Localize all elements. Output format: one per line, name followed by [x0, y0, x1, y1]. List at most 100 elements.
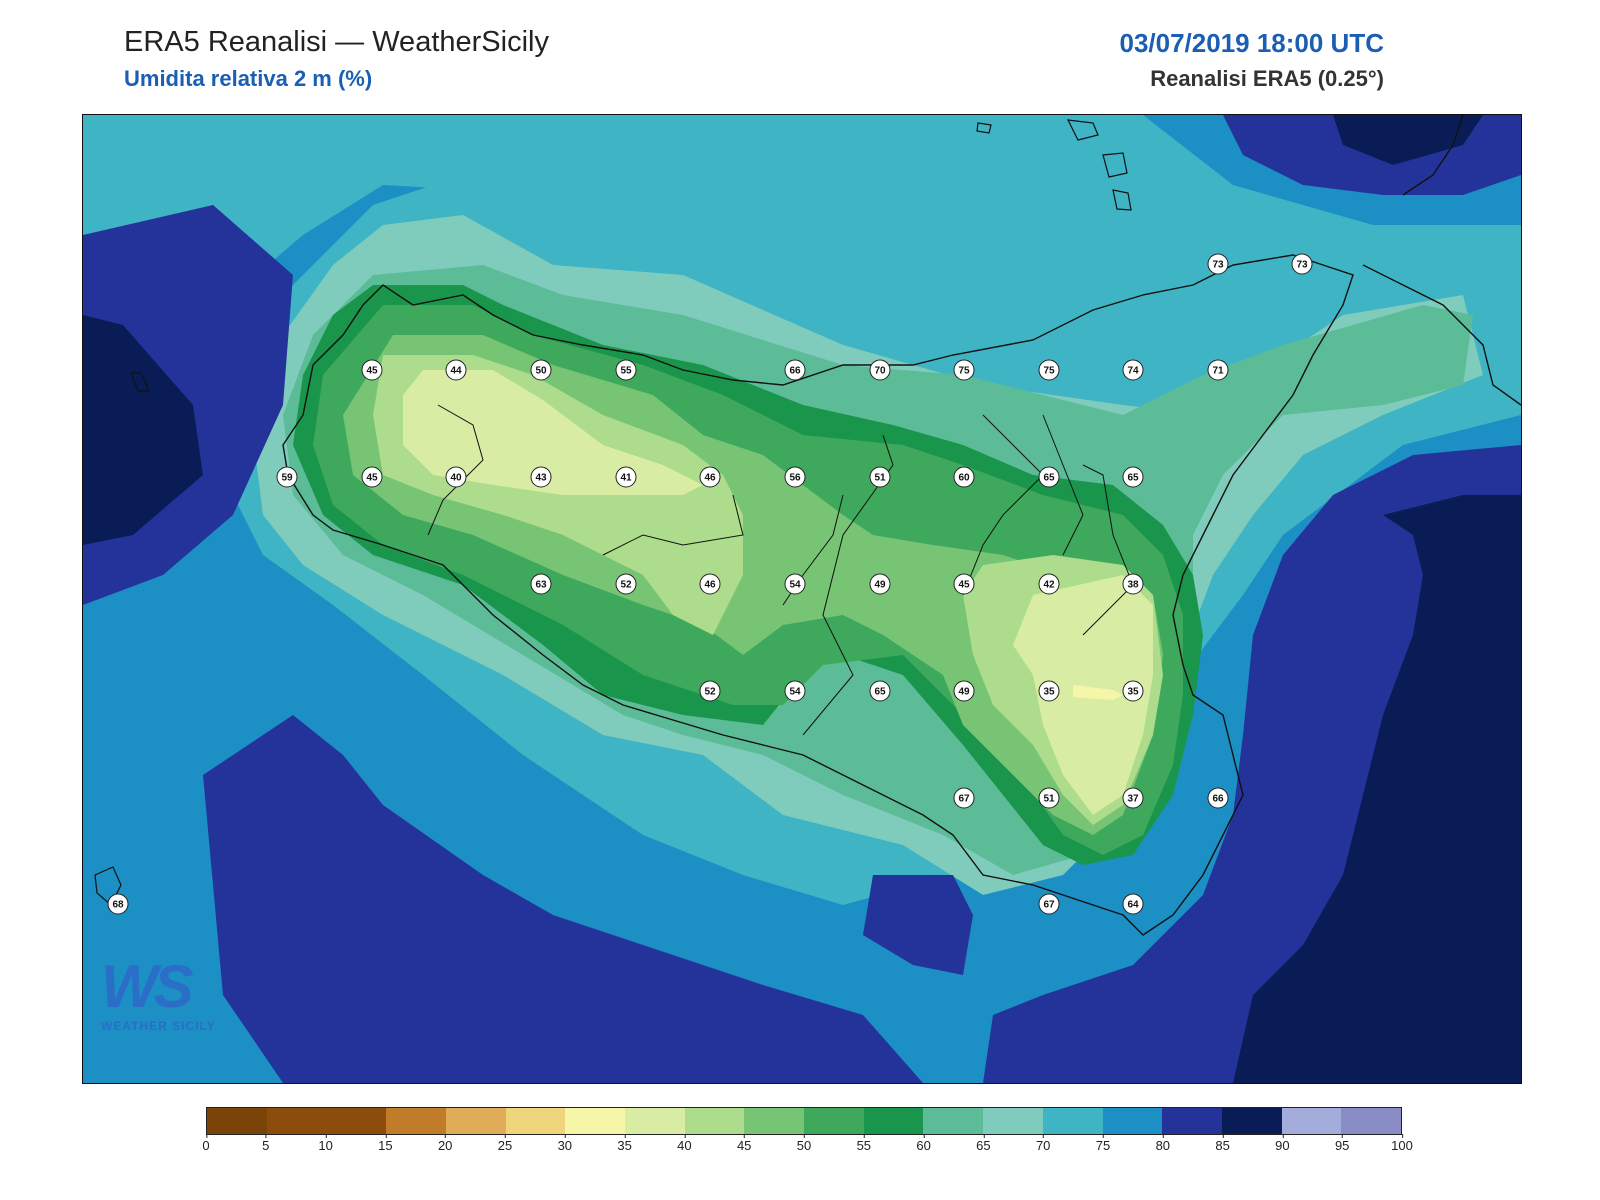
colorbar-tick-label: 40	[677, 1134, 692, 1153]
station-marker[interactable]: 60	[953, 466, 975, 488]
station-circle	[530, 359, 552, 381]
station-marker[interactable]: 37	[1122, 787, 1144, 809]
station-marker[interactable]: 38	[1122, 573, 1144, 595]
station-marker[interactable]: 64	[1122, 893, 1144, 915]
station-marker[interactable]: 45	[953, 573, 975, 595]
station-marker[interactable]: 73	[1291, 253, 1313, 275]
station-marker[interactable]: 55	[615, 359, 637, 381]
station-marker[interactable]: 67	[1038, 893, 1060, 915]
station-value-label: 59	[281, 473, 293, 484]
station-value-label: 65	[874, 687, 886, 698]
station-marker[interactable]: 44	[445, 359, 467, 381]
station-marker[interactable]: 49	[953, 680, 975, 702]
station-value-label: 70	[874, 366, 886, 377]
band-80-85-south-patch	[863, 875, 973, 975]
station-value-label: 45	[958, 580, 970, 591]
station-value-label: 54	[789, 687, 801, 698]
station-circle	[1207, 359, 1229, 381]
colorbar-segment	[624, 1108, 685, 1134]
colorbar-tick-label: 45	[736, 1134, 752, 1153]
station-value-label: 45	[366, 366, 378, 377]
station-marker[interactable]: 75	[1038, 359, 1060, 381]
station-circle	[615, 573, 637, 595]
colorbar-segment	[1102, 1108, 1163, 1134]
humidity-map[interactable]: 45 44 50 55 66 70 75 75 74 71 59 45 40 43 41 46 56 51 60 65…	[82, 114, 1522, 1084]
station-value-label: 66	[1212, 794, 1224, 805]
station-value-label: 37	[1127, 794, 1139, 805]
station-marker[interactable]: 41	[615, 466, 637, 488]
station-marker[interactable]: 73	[1207, 253, 1229, 275]
station-marker[interactable]: 45	[361, 466, 383, 488]
station-marker[interactable]: 56	[784, 466, 806, 488]
colorbar-tick-label: 35	[617, 1134, 632, 1153]
station-marker[interactable]: 54	[784, 573, 806, 595]
colorbar-tick-label: 95	[1334, 1134, 1350, 1153]
colorbar	[206, 1107, 1402, 1135]
station-marker[interactable]: 67	[953, 787, 975, 809]
station-marker[interactable]: 50	[530, 359, 552, 381]
station-marker[interactable]: 35	[1122, 680, 1144, 702]
station-marker[interactable]: 59	[276, 466, 298, 488]
station-value-label: 38	[1127, 580, 1139, 591]
station-marker[interactable]: 71	[1207, 359, 1229, 381]
station-marker[interactable]: 42	[1038, 573, 1060, 595]
weathersicily-logo: WS WEATHER SICILY	[101, 955, 251, 1051]
station-value-label: 42	[1043, 580, 1055, 591]
station-marker[interactable]: 52	[699, 680, 721, 702]
station-marker[interactable]: 45	[361, 359, 383, 381]
band-85-90-north	[1333, 115, 1483, 165]
station-circle	[361, 359, 383, 381]
colorbar-tick-label: 5	[262, 1134, 270, 1153]
station-marker[interactable]: 40	[445, 466, 467, 488]
station-marker[interactable]: 66	[784, 359, 806, 381]
station-marker[interactable]: 54	[784, 680, 806, 702]
station-value-label: 52	[620, 580, 632, 591]
station-circle	[784, 359, 806, 381]
colorbar-segment	[445, 1108, 506, 1134]
station-value-label: 60	[958, 473, 970, 484]
band-70-75-west	[83, 115, 563, 445]
station-circle	[1122, 680, 1144, 702]
station-value-label: 65	[1127, 473, 1139, 484]
colorbar-segment	[1042, 1108, 1103, 1134]
station-marker[interactable]: 65	[1038, 466, 1060, 488]
colorbar-tick-label: 100	[1391, 1134, 1413, 1153]
station-circle	[953, 680, 975, 702]
map-datetime: 03/07/2019 18:00 UTC	[1119, 28, 1384, 58]
station-circle	[361, 466, 383, 488]
colorbar-tick-label: 15	[378, 1134, 393, 1153]
colorbar-tick-label: 75	[1095, 1134, 1111, 1153]
station-circle	[699, 466, 721, 488]
station-marker[interactable]: 70	[869, 359, 891, 381]
station-marker[interactable]: 46	[699, 466, 721, 488]
station-marker[interactable]: 75	[953, 359, 975, 381]
coastline	[282, 115, 1521, 936]
station-value-label: 73	[1212, 260, 1224, 271]
colorbar-segment	[386, 1108, 446, 1134]
station-marker[interactable]: 66	[1207, 787, 1229, 809]
station-marker[interactable]: 63	[530, 573, 552, 595]
colorbar-tick-label: 65	[976, 1134, 991, 1153]
colorbar-tick-label: 30	[557, 1134, 573, 1153]
station-marker[interactable]: 65	[869, 680, 891, 702]
station-marker[interactable]: 65	[1122, 466, 1144, 488]
map-subtitle: Umidita relativa 2 m (%)	[124, 66, 373, 91]
station-marker[interactable]: 68	[107, 893, 129, 915]
station-value-label: 67	[958, 794, 970, 805]
station-circle	[1122, 893, 1144, 915]
station-marker[interactable]: 51	[869, 466, 891, 488]
colorbar-tick-label: 70	[1035, 1134, 1051, 1153]
station-marker[interactable]: 51	[1038, 787, 1060, 809]
station-marker[interactable]: 52	[615, 573, 637, 595]
station-circle	[1038, 893, 1060, 915]
station-value-label: 73	[1296, 260, 1308, 271]
station-marker[interactable]: 46	[699, 573, 721, 595]
station-marker[interactable]: 74	[1122, 359, 1144, 381]
station-marker[interactable]: 43	[530, 466, 552, 488]
station-value-label: 56	[789, 473, 801, 484]
station-marker[interactable]: 35	[1038, 680, 1060, 702]
station-circle	[445, 466, 467, 488]
station-circle	[699, 680, 721, 702]
station-marker[interactable]: 49	[869, 573, 891, 595]
station-circle	[1291, 253, 1313, 275]
